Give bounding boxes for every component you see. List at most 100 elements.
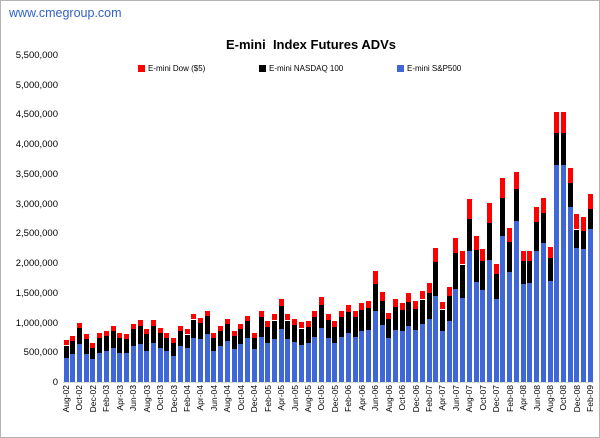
bar-segment-sp500 <box>305 343 311 382</box>
bar-Jan-08 <box>500 178 506 382</box>
x-tick-label: Aug-05 <box>302 385 313 413</box>
bar-Apr-05 <box>278 299 284 382</box>
bar-Sep-04 <box>231 331 237 382</box>
bar-Nov-05 <box>325 314 331 382</box>
y-tick-label: 4,000,000 <box>15 139 58 151</box>
bar-segment-nasdaq100 <box>224 324 230 341</box>
bar-segment-nasdaq100 <box>117 338 123 353</box>
bar-segment-sp500 <box>285 339 291 382</box>
bar-segment-sp500 <box>184 348 190 382</box>
bar-segment-sp500 <box>177 346 183 382</box>
bar-segment-sp500 <box>211 351 217 382</box>
bar-segment-sp500 <box>191 338 197 382</box>
y-tick-label: 5,000,000 <box>15 79 58 91</box>
bar-segment-sp500 <box>406 326 412 382</box>
x-tick-label: Dec-02 <box>87 385 98 413</box>
bar-Sep-07 <box>473 236 479 382</box>
bar-Jun-04 <box>211 333 217 382</box>
bar-segment-nasdaq100 <box>339 317 345 337</box>
bar-segment-sp500 <box>527 283 533 382</box>
x-tick-label: Aug-07 <box>464 385 475 413</box>
bar-segment-dow <box>130 324 136 329</box>
bar-Oct-06 <box>399 303 405 382</box>
bar-Jan-07 <box>419 291 425 382</box>
bar-May-05 <box>285 314 291 382</box>
bar-segment-dow <box>204 311 210 316</box>
bar-segment-sp500 <box>540 243 546 382</box>
bar-segment-sp500 <box>399 331 405 382</box>
bar-segment-nasdaq100 <box>110 331 116 348</box>
bar-segment-nasdaq100 <box>265 326 271 343</box>
bar-segment-nasdaq100 <box>258 317 264 337</box>
bar-segment-dow <box>238 324 244 329</box>
bar-Mar-07 <box>433 248 439 382</box>
bar-segment-sp500 <box>332 343 338 382</box>
bar-segment-dow <box>117 333 123 338</box>
bar-Aug-07 <box>466 199 472 382</box>
bar-May-03 <box>124 334 130 382</box>
bar-Oct-07 <box>480 249 486 382</box>
x-tick-label: Dec-08 <box>571 385 582 413</box>
bar-segment-dow <box>500 178 506 198</box>
bar-segment-dow <box>406 293 412 302</box>
bar-Dec-05 <box>332 321 338 382</box>
bar-segment-nasdaq100 <box>392 307 398 330</box>
bar-segment-dow <box>466 199 472 219</box>
bar-segment-sp500 <box>224 341 230 382</box>
bar-segment-sp500 <box>587 229 593 382</box>
bar-segment-dow <box>547 247 553 258</box>
bar-segment-sp500 <box>433 296 439 382</box>
x-tick-label: Dec-06 <box>410 385 421 413</box>
bar-segment-dow <box>493 264 499 274</box>
bar-segment-dow <box>392 299 398 307</box>
bar-segment-sp500 <box>507 272 513 382</box>
y-tick-label: 500,000 <box>23 347 58 359</box>
x-tick-label: Apr-06 <box>356 385 367 411</box>
bar-segment-nasdaq100 <box>278 306 284 329</box>
x-tick-label: Feb-09 <box>585 385 596 412</box>
bar-segment-dow <box>372 271 378 284</box>
x-tick-label: Dec-03 <box>168 385 179 413</box>
bar-Mar-03 <box>110 326 116 382</box>
bar-segment-dow <box>258 311 264 317</box>
bar-segment-dow <box>90 343 96 348</box>
bar-Feb-05 <box>265 321 271 382</box>
x-tick-label: Dec-07 <box>491 385 502 413</box>
bar-Apr-06 <box>359 303 365 382</box>
bar-Feb-09 <box>587 194 593 382</box>
bar-segment-nasdaq100 <box>312 317 318 337</box>
bar-segment-sp500 <box>319 328 325 382</box>
bar-segment-nasdaq100 <box>386 319 392 338</box>
bar-Oct-02 <box>77 323 83 382</box>
y-tick-label: 3,500,000 <box>15 168 58 180</box>
bar-segment-dow <box>211 333 217 338</box>
bar-Jul-05 <box>298 322 304 382</box>
bar-segment-dow <box>164 333 170 338</box>
x-tick-label: Aug-06 <box>383 385 394 413</box>
bar-Feb-03 <box>103 331 109 382</box>
bar-Aug-06 <box>386 313 392 382</box>
bar-segment-dow <box>298 322 304 328</box>
bar-segment-dow <box>359 303 365 310</box>
bar-segment-sp500 <box>419 324 425 382</box>
bar-Dec-07 <box>493 264 499 382</box>
x-tick-label: Apr-04 <box>195 385 206 411</box>
bar-segment-dow <box>540 198 546 213</box>
bar-segment-nasdaq100 <box>184 335 190 348</box>
bar-Aug-08 <box>547 247 553 382</box>
bar-Feb-04 <box>184 329 190 382</box>
bar-Nov-04 <box>245 316 251 382</box>
bar-segment-nasdaq100 <box>191 320 197 338</box>
bar-segment-nasdaq100 <box>366 308 372 330</box>
bar-Nov-03 <box>164 333 170 382</box>
bar-Dec-03 <box>171 338 177 382</box>
x-tick-label: Oct-07 <box>477 385 488 411</box>
bar-segment-dow <box>251 333 257 338</box>
bar-segment-dow <box>473 236 479 250</box>
bar-segment-dow <box>527 251 533 261</box>
bar-segment-nasdaq100 <box>507 242 513 272</box>
bar-May-07 <box>446 287 452 382</box>
bar-Aug-05 <box>305 321 311 382</box>
bar-segment-nasdaq100 <box>399 309 405 331</box>
bar-Jan-06 <box>339 311 345 382</box>
